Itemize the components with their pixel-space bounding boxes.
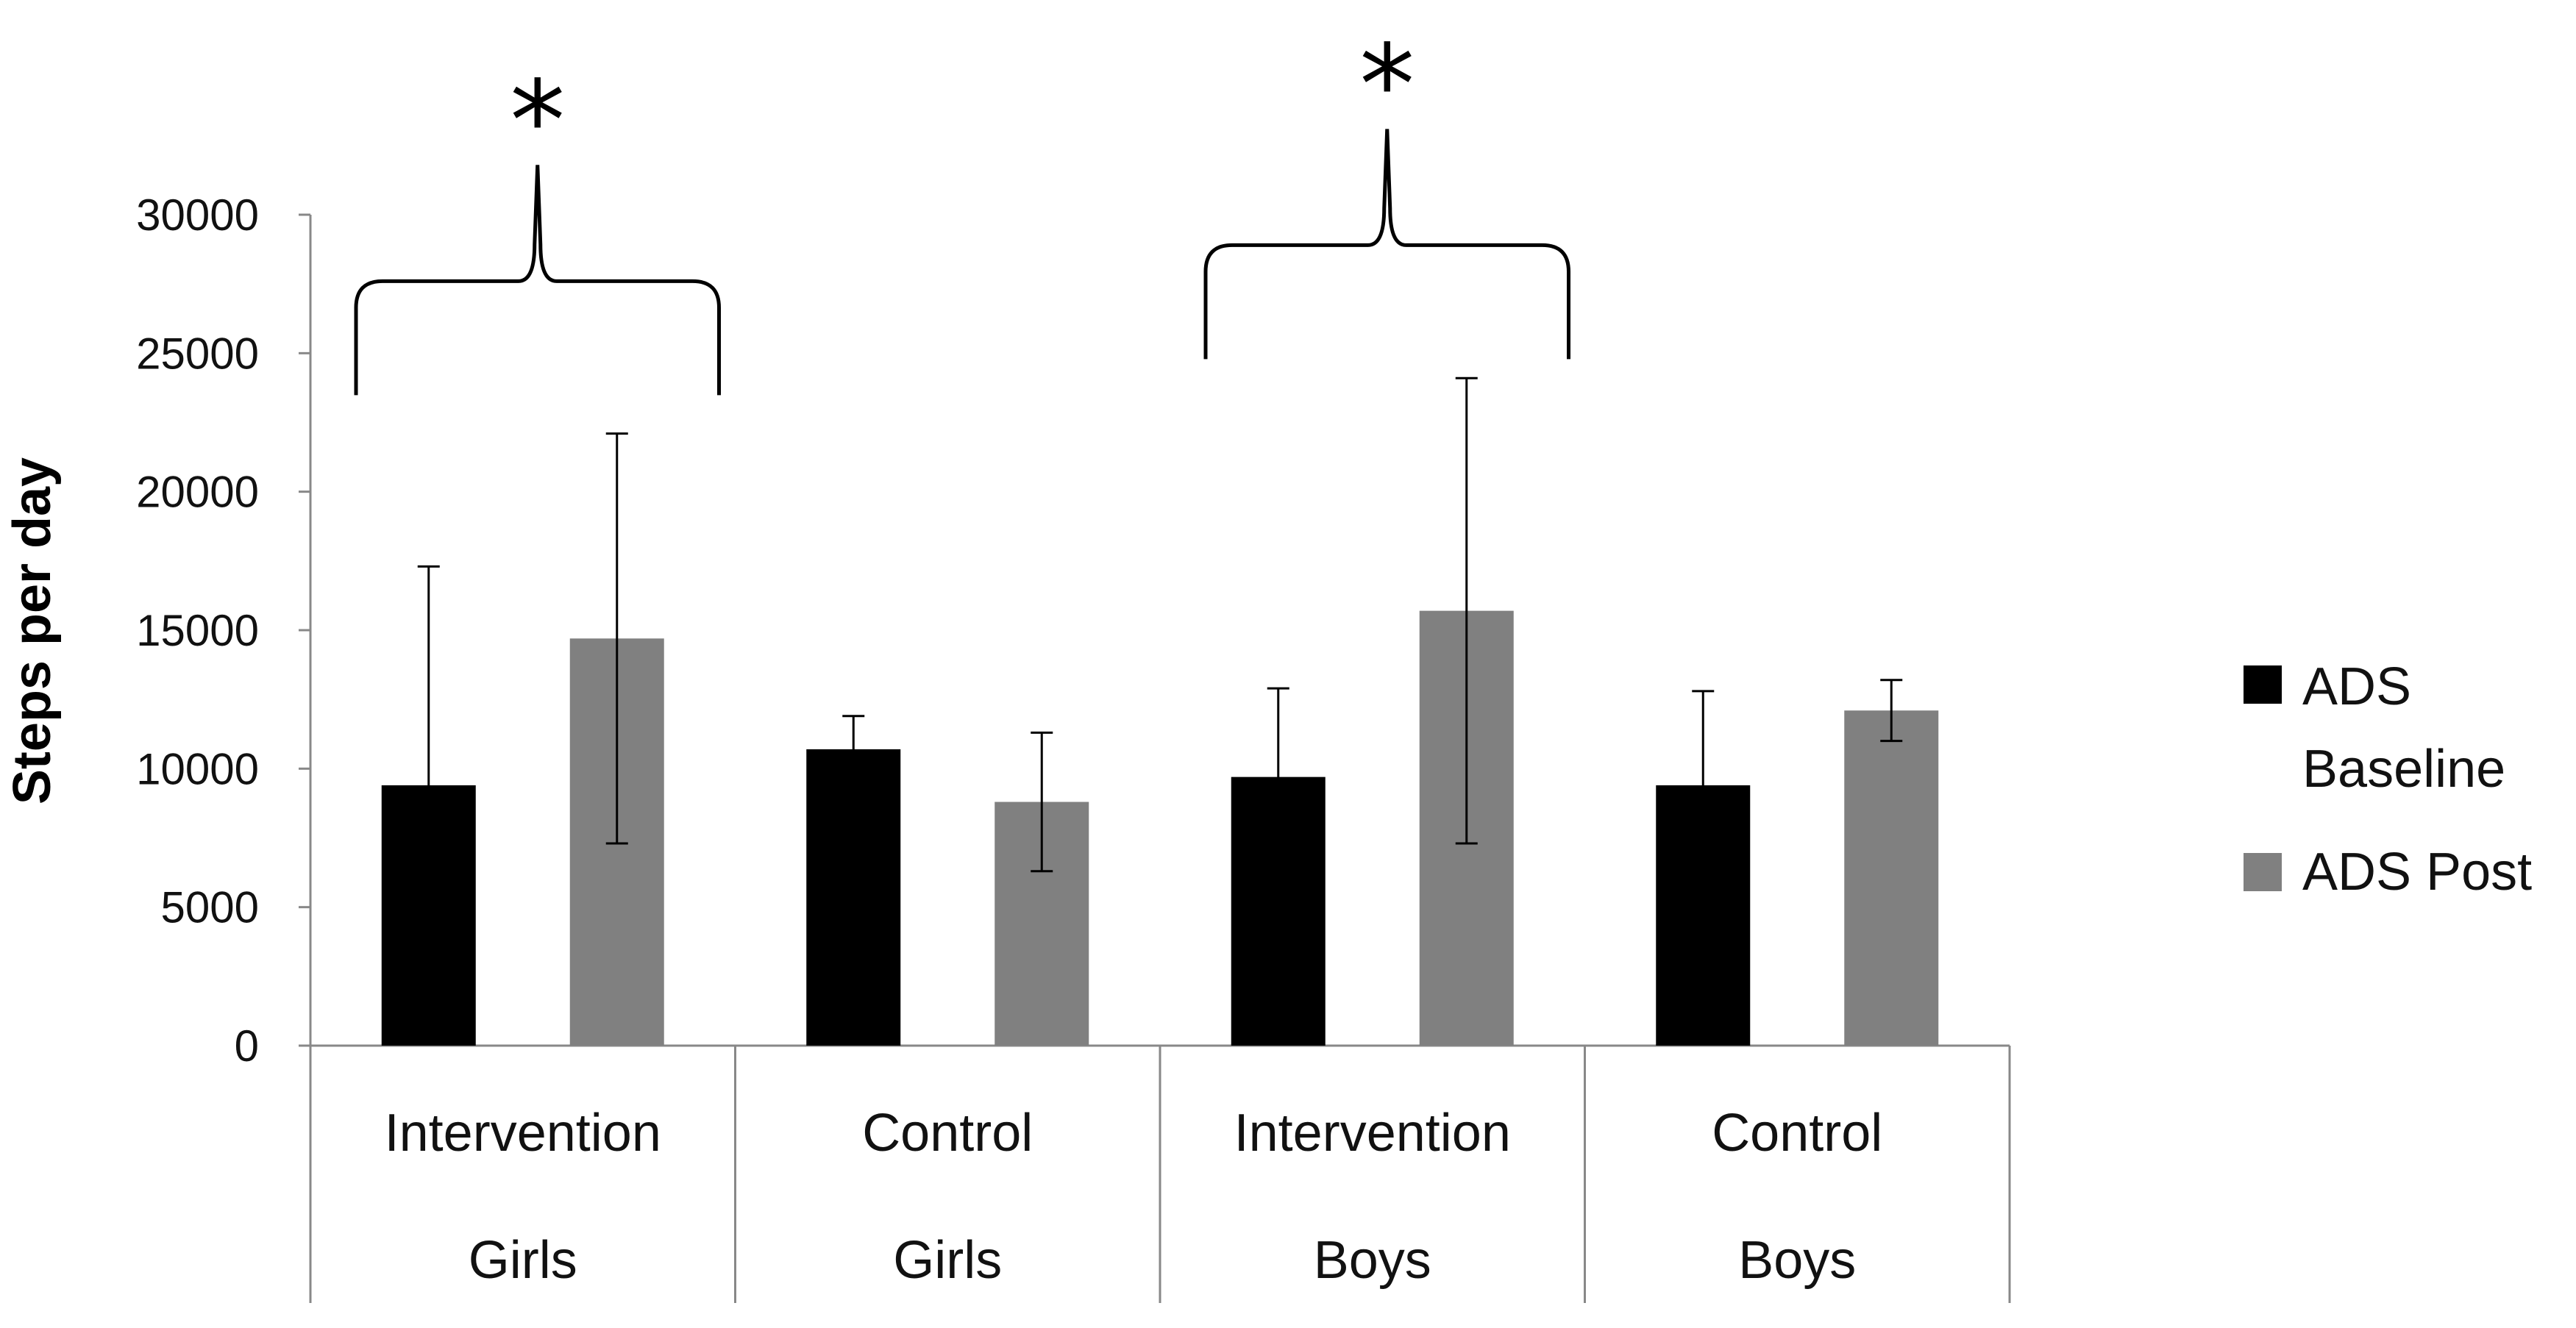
legend-swatch-baseline [2244,665,2282,704]
x-category-label: Control [862,1104,1033,1163]
annotation-layer: * * [354,21,1570,396]
x-subcategory-label: Boys [1314,1231,1431,1290]
y-tick-label: 5000 [161,883,259,932]
bar [806,749,901,1046]
x-subcategory-label: Boys [1738,1231,1856,1290]
significance-bracket [354,165,721,396]
y-tick-label: 20000 [136,468,259,517]
y-tick-label: 25000 [136,329,259,378]
x-category-label: Intervention [385,1104,661,1163]
legend: ADS Baseline ADS Post [2244,657,2532,902]
x-subcategory-label: Girls [893,1231,1002,1290]
y-tick-label: 10000 [136,744,259,793]
y-tick-label: 15000 [136,606,259,655]
bars-layer [381,376,1939,1046]
legend-swatch-post [2244,853,2282,891]
axes-layer: 0 5000 10000 15000 20000 25000 30000 Interventi… [136,190,2011,1303]
y-tick-label: 0 [235,1021,259,1071]
legend-label-baseline: ADS [2302,657,2411,716]
legend-label-post: ADS Post [2302,843,2532,902]
y-axis-label: Steps per day [3,457,62,804]
y-tick-label: 30000 [136,190,259,240]
x-category-label: Control [1712,1104,1882,1163]
bar [1844,710,1939,1046]
x-category-label: Intervention [1234,1104,1511,1163]
significance-asterisk: * [1359,21,1415,149]
x-subcategory-label: Girls [469,1231,577,1290]
significance-asterisk: * [510,57,565,185]
significance-bracket [1203,129,1570,360]
legend-label-baseline-line2: Baseline [2302,740,2505,799]
